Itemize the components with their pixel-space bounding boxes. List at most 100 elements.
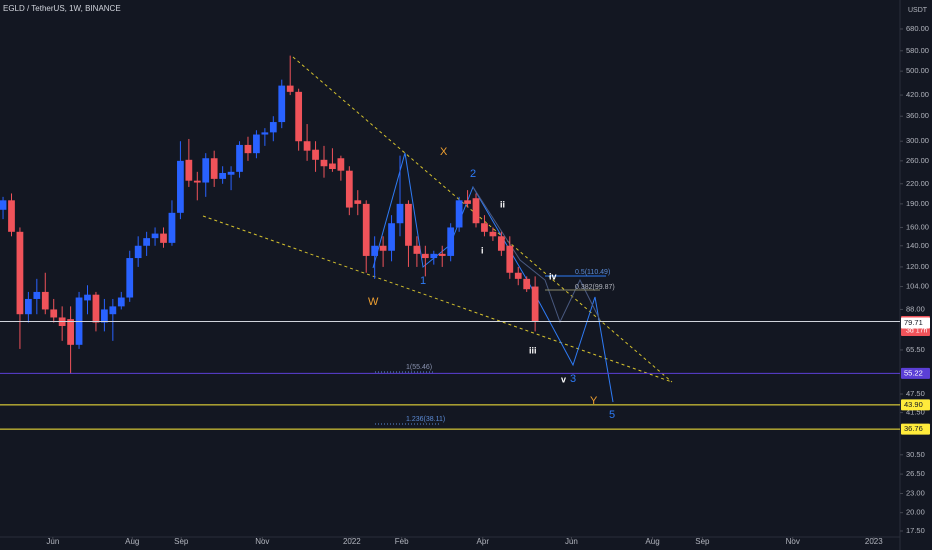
candle-body	[430, 253, 438, 259]
x-tick-label: Sep	[174, 537, 189, 546]
candle-body	[337, 158, 345, 171]
candle-body	[464, 200, 471, 204]
price-box	[901, 423, 930, 435]
wave-label: iv	[549, 271, 557, 281]
candle-body	[33, 291, 41, 299]
candle-body	[67, 319, 74, 345]
candle-body	[8, 200, 15, 232]
candle-body	[506, 245, 514, 273]
wave-label: i	[481, 245, 484, 255]
candle-body	[320, 159, 328, 167]
candle-body	[303, 141, 311, 151]
candles	[0, 55, 539, 374]
candle-body	[413, 245, 421, 254]
candle-body	[312, 149, 319, 160]
x-tick-label: Aug	[645, 537, 659, 546]
y-tick-label: 41.50	[906, 408, 925, 417]
candle-body	[421, 253, 429, 259]
candle-body	[50, 309, 58, 318]
x-tick-label: 2022	[343, 537, 361, 546]
candle-body	[329, 163, 336, 170]
y-tick-label: 23.00	[906, 488, 925, 497]
candle-body	[16, 231, 24, 315]
fib-label: 0.5(110.49)	[575, 269, 610, 276]
annotations: X W Y 1 2 3 5 i ii iii iv v 0.5(110.49) …	[368, 146, 615, 423]
candle-body	[253, 134, 260, 154]
y-tick-label: 88.00	[906, 304, 925, 313]
price-label: 43.90	[904, 400, 923, 409]
candle-body	[379, 245, 387, 251]
y-tick-label: 420.00	[906, 90, 929, 99]
candle-body	[261, 132, 269, 135]
x-tick-label: Jun	[565, 537, 578, 546]
x-tick-label: 2023	[865, 537, 883, 546]
candle-body	[405, 203, 412, 246]
candle-body	[514, 272, 522, 279]
candle-body	[295, 91, 303, 142]
candle-body	[185, 159, 193, 181]
candle-body	[371, 245, 379, 256]
y-tick-label: 220.00	[906, 179, 929, 188]
price-axis-panel	[900, 0, 932, 550]
candle-body	[168, 212, 176, 243]
countdown: 3d 17h	[906, 327, 928, 334]
candle-body	[447, 227, 455, 256]
candle-body	[236, 144, 243, 172]
y-tick-label: 120.00	[906, 262, 929, 271]
y-tick-label: 190.00	[906, 199, 929, 208]
candle-body	[202, 158, 210, 183]
candle-body	[92, 294, 100, 323]
y-tick-label: 65.50	[906, 345, 925, 354]
wave-label: X	[440, 146, 448, 158]
y-tick-label: 160.00	[906, 222, 929, 231]
candle-body	[134, 245, 142, 259]
y-tick-label: 300.00	[906, 136, 929, 145]
wave-label: Y	[590, 395, 598, 407]
price-label: 36.76	[904, 424, 923, 433]
wave-label: v	[561, 374, 566, 384]
price-box	[901, 367, 930, 379]
y-tick-label: 20.00	[906, 508, 925, 517]
candle-body	[269, 122, 277, 133]
price-marker-label: 79.71	[904, 318, 923, 327]
candle-body	[109, 306, 117, 315]
axis-unit: USDT	[908, 7, 928, 14]
candle-body	[286, 85, 294, 92]
candle-body	[497, 236, 505, 251]
candle-body	[143, 238, 150, 246]
candle-body	[354, 200, 362, 204]
wave-label: W	[368, 296, 379, 308]
y-tick-label: 680.00	[906, 24, 929, 33]
candle-body	[210, 158, 218, 179]
wave-label: 2	[470, 168, 476, 180]
x-tick-label: Sep	[695, 537, 710, 546]
y-tick-label: 140.00	[906, 241, 929, 250]
y-tick-label: 260.00	[906, 156, 929, 165]
candle-body	[345, 170, 353, 208]
y-tick-label: 360.00	[906, 111, 929, 120]
candle-body	[362, 203, 370, 256]
candle-body	[244, 144, 252, 154]
fib-label: 0.382(99.87)	[575, 284, 615, 291]
x-tick-label: Feb	[395, 537, 409, 546]
candle-body	[126, 258, 134, 298]
candle-body	[41, 291, 49, 310]
y-tick-label: 30.50	[906, 450, 925, 459]
price-label: 55.22	[904, 368, 923, 377]
candle-body	[523, 278, 531, 290]
candle-body	[151, 233, 159, 239]
y-tick-label: 580.00	[906, 46, 929, 55]
price-marker	[901, 317, 930, 329]
y-tick-label: 104.00	[906, 282, 929, 291]
candle-body	[531, 286, 539, 322]
y-tick-label: 47.50	[906, 389, 925, 398]
x-tick-label: Nov	[255, 537, 269, 546]
wave-label: 5	[609, 409, 615, 421]
trend-line	[292, 56, 673, 383]
candle-body	[481, 223, 488, 232]
price-box	[901, 399, 930, 411]
candle-body	[455, 200, 463, 228]
wave-label: 1	[420, 275, 426, 287]
